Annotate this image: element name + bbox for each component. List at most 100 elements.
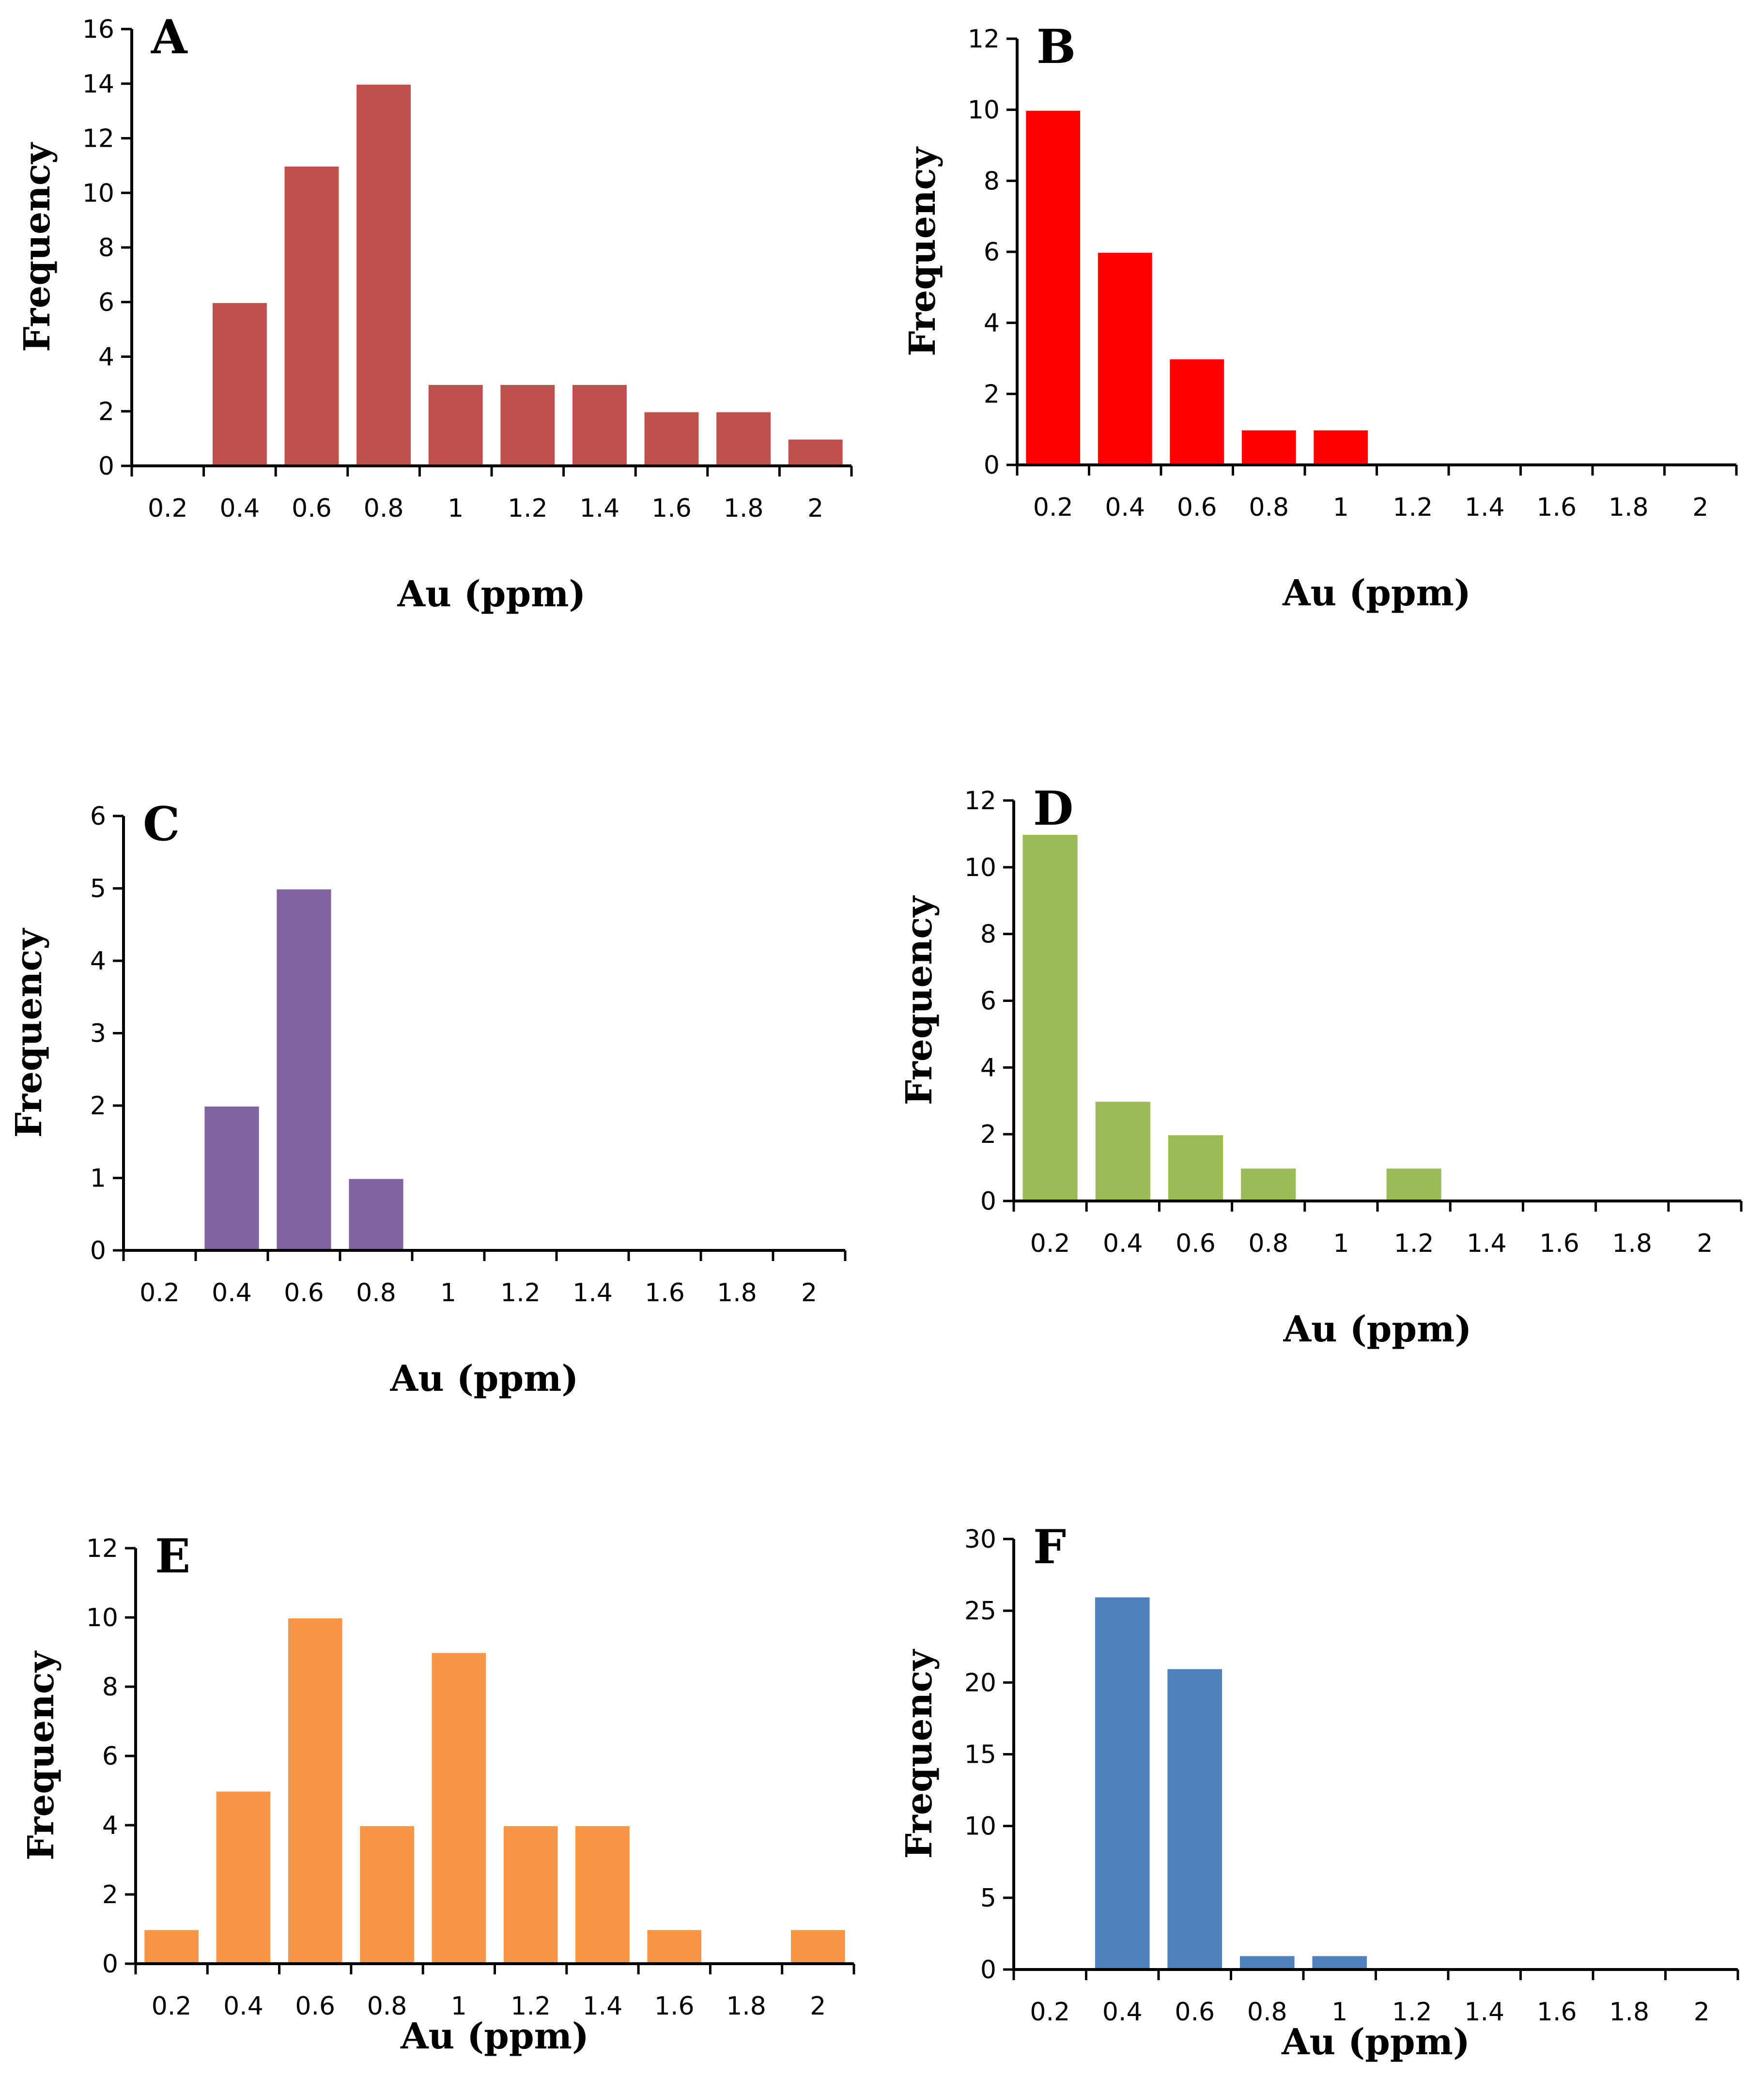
bar-c-0.4 [202, 1105, 261, 1251]
y-tick-label: 6 [980, 987, 996, 1016]
y-axis-title: Frequency [898, 1649, 940, 1859]
chart-panel-f: 0 5 10 15 20 25 30 0.2 0.4 0.6 0.8 1 1.2 1.4 1.6 1.8 2 Au… [898, 1520, 1739, 2063]
x-tick-label: 1.6 [645, 1278, 685, 1308]
x-tick-label: 1 [440, 1278, 456, 1308]
panel-label: C [143, 797, 180, 851]
bar-d-1.2 [1384, 1167, 1443, 1202]
x-tick-label: 1.2 [508, 494, 548, 523]
x-tick-label: 2 [807, 494, 823, 523]
x-tick-label: 0.2 [1030, 1229, 1070, 1258]
x-tick-label: 0.6 [295, 1992, 335, 2021]
x-tick-label: 1.4 [583, 1992, 623, 2021]
bar-a-1.4 [570, 383, 629, 467]
x-tick-label: 2 [1694, 1998, 1710, 2027]
panel-label: D [1033, 781, 1073, 836]
y-axis-title: Frequency [20, 1650, 62, 1861]
x-tick-label: 0.6 [284, 1278, 324, 1308]
x-tick-label: 0.4 [212, 1278, 252, 1308]
y-tick-label: 10 [86, 1603, 118, 1632]
bar-f-0.6 [1165, 1667, 1224, 1970]
y-axis-title: Frequency [16, 142, 58, 352]
x-axis-title: Au (ppm) [1283, 1308, 1472, 1350]
x-tick-label: 0.8 [367, 1992, 407, 2021]
y-tick-label: 10 [964, 1812, 996, 1841]
x-tick-label: 0.8 [356, 1278, 396, 1308]
x-tick-label: 0.8 [1247, 1998, 1287, 2027]
y-tick-label: 4 [984, 309, 1000, 338]
x-tick-label: 1.2 [500, 1278, 541, 1308]
x-tick-label: 1.2 [1393, 493, 1433, 522]
bar-e-0.6 [286, 1616, 344, 1965]
x-tick-label: 0.2 [139, 1278, 180, 1308]
x-tick-label: 1.4 [1467, 1229, 1507, 1258]
x-tick-label: 0.4 [1102, 1998, 1143, 2027]
x-tick-label: 1.4 [580, 494, 620, 523]
bar-d-0.2 [1021, 832, 1080, 1202]
x-tick-label: 1.6 [654, 1992, 695, 2021]
panel-label: F [1033, 1520, 1066, 1574]
y-tick-label: 0 [102, 1950, 118, 1979]
bar-a-0.4 [210, 301, 269, 467]
x-tick-label: 0.8 [364, 494, 404, 523]
x-tick-label: 1.8 [1609, 493, 1649, 522]
bar-e-2 [789, 1928, 847, 1965]
y-tick-label: 2 [90, 1092, 106, 1121]
bar-d-0.4 [1093, 1100, 1152, 1202]
x-tick-label: 0.6 [1175, 1998, 1215, 2027]
y-tick-label: 4 [102, 1811, 118, 1840]
x-tick-label: 1.6 [651, 494, 692, 523]
x-tick-label: 0.8 [1249, 493, 1289, 522]
x-tick-label: 1 [1331, 1998, 1347, 2027]
x-tick-label: 0.2 [152, 1992, 192, 2021]
y-tick-label: 0 [98, 452, 114, 481]
y-tick-label: 0 [90, 1236, 106, 1265]
y-tick-label: 8 [980, 920, 996, 949]
panel-label: B [1037, 19, 1076, 74]
bar-f-1 [1310, 1954, 1369, 1971]
x-tick-label: 0.4 [223, 1992, 263, 2021]
y-tick-label: 6 [90, 802, 106, 831]
x-tick-label: 2 [810, 1992, 826, 2021]
chart-panel-c: 0 1 2 3 4 5 6 0.2 0.4 0.6 0.8 1 1.2 1.4 1.6 1.8 2 Au (ppm… [8, 797, 847, 1400]
x-tick-label: 2 [801, 1278, 817, 1308]
bar-f-0.8 [1238, 1954, 1297, 1971]
x-tick-label: 1.8 [1612, 1229, 1652, 1258]
chart-panel-a: 0 2 4 6 8 10 12 14 16 0.2 0.4 0.6 0.8 1 1.2 1.4 1.6 1.8 2 A… [16, 10, 853, 615]
y-tick-label: 15 [964, 1740, 996, 1770]
y-tick-label: 2 [984, 380, 1000, 409]
y-tick-label: 3 [90, 1019, 106, 1048]
y-tick-label: 10 [964, 853, 996, 882]
x-tick-label: 1 [448, 494, 464, 523]
panel-label: E [155, 1529, 190, 1584]
x-tick-label: 2 [1692, 493, 1708, 522]
bar-e-0.2 [142, 1928, 201, 1965]
x-tick-label: 1.4 [1465, 493, 1505, 522]
y-tick-label: 0 [980, 1187, 996, 1216]
bar-b-0.2 [1024, 108, 1083, 466]
bar-e-0.4 [214, 1789, 273, 1965]
x-tick-label: 1.8 [726, 1992, 766, 2021]
bar-a-2 [786, 437, 845, 467]
x-tick-label: 1.6 [1536, 493, 1577, 522]
chart-panel-e: 0 2 4 6 8 10 12 0.2 0.4 0.6 0.8 1 1.2 1.4 1.6 1.8 2 Au (p… [20, 1529, 855, 2057]
bar-b-0.4 [1096, 251, 1154, 466]
x-tick-label: 0.4 [1103, 1229, 1143, 1258]
bar-f-0.4 [1093, 1595, 1152, 1971]
x-axis-title: Au (ppm) [400, 2016, 589, 2057]
chart-panel-b: 0 2 4 6 8 10 12 0.2 0.4 0.6 0.8 1 1.2 1.4 1.6 1.8 2 Au (p… [902, 19, 1738, 614]
y-tick-label: 10 [82, 179, 114, 208]
x-tick-label: 1.2 [511, 1992, 551, 2021]
y-tick-label: 16 [82, 15, 114, 44]
y-tick-label: 12 [82, 124, 114, 154]
x-tick-label: 0.2 [1030, 1998, 1070, 2027]
x-tick-label: 1.6 [1537, 1998, 1577, 2027]
bar-e-1.6 [645, 1928, 704, 1965]
y-tick-label: 1 [90, 1164, 106, 1193]
y-tick-label: 8 [102, 1673, 118, 1702]
x-tick-label: 1.6 [1539, 1229, 1579, 1258]
y-tick-label: 0 [984, 451, 1000, 480]
x-tick-label: 1 [1333, 493, 1349, 522]
y-tick-label: 8 [98, 233, 114, 262]
bar-d-0.6 [1166, 1133, 1225, 1202]
x-tick-label: 1.4 [1464, 1998, 1504, 2027]
